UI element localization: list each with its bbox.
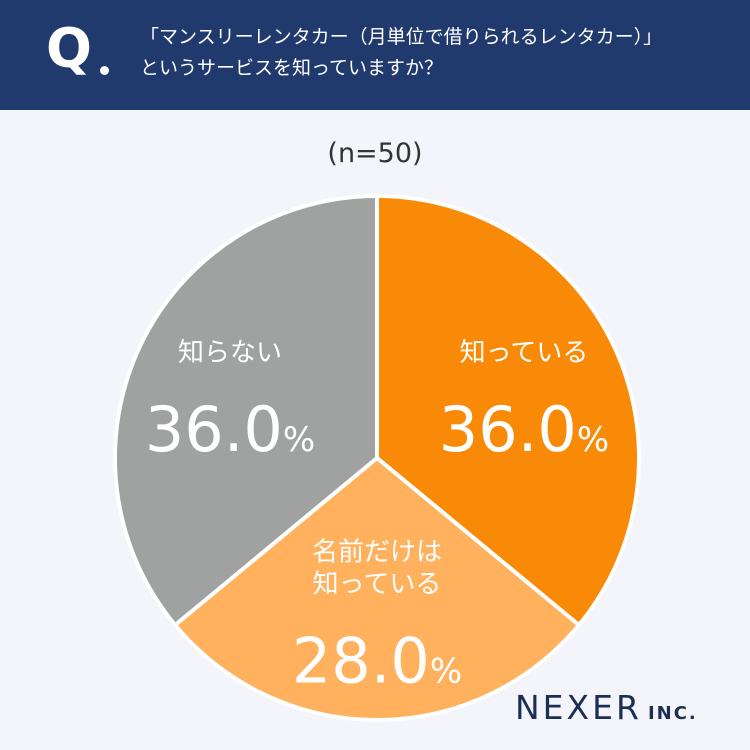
q-mark: Q bbox=[46, 17, 92, 80]
pie-slice-1 bbox=[375, 194, 641, 628]
question-line-2: というサービスを知っていますか？ bbox=[140, 57, 444, 79]
brand-name: NEXER bbox=[515, 688, 642, 727]
slice-value-3: 36.0% bbox=[145, 393, 315, 466]
pie-slice-3 bbox=[113, 194, 379, 628]
slice-label-2-line-1: 名前だけは bbox=[312, 538, 442, 568]
slice-value-2: 28.0% bbox=[292, 625, 462, 698]
nexer-logo: NEXER INC. bbox=[515, 688, 698, 727]
question-header: Q 「マンスリーレンタカー（月単位で借りられるレンタカー）」 というサービスを知… bbox=[0, 0, 750, 110]
slice-label-2-line-2: 知っている bbox=[313, 570, 442, 600]
sample-size-label: (n=50) bbox=[327, 138, 423, 169]
q-dot-decoration bbox=[100, 66, 109, 75]
slice-label-3-line-1: 知らない bbox=[178, 338, 282, 368]
question-text: 「マンスリーレンタカー（月単位で借りられるレンタカー）」 というサービスを知って… bbox=[140, 22, 730, 84]
pie-slice-2 bbox=[173, 456, 581, 722]
slice-value-1: 36.0% bbox=[439, 393, 609, 466]
question-line-1: 「マンスリーレンタカー（月単位で借りられるレンタカー）」 bbox=[140, 26, 663, 48]
slice-label-1-line-1: 知っている bbox=[460, 338, 589, 368]
brand-suffix: INC. bbox=[647, 703, 698, 724]
